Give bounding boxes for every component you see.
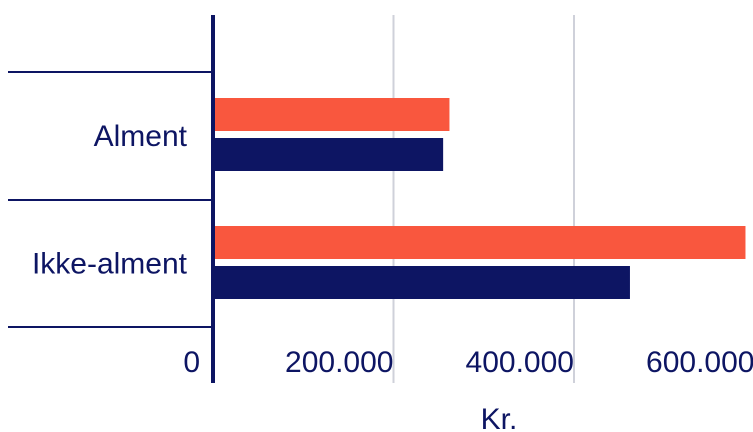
- x-tick-label-1: 200.000: [285, 346, 393, 379]
- bar-ikke-alment-series-1: [213, 226, 746, 259]
- category-label-ikke-alment: Ikke-alment: [32, 248, 188, 281]
- gridlines: [392, 15, 575, 383]
- x-tick-label-3: 600.000: [646, 346, 753, 379]
- x-tick-label-2: 400.000: [466, 346, 574, 379]
- bar-alment-series-1: [213, 98, 450, 131]
- bars: [213, 98, 746, 299]
- x-tick-label-0: 0: [183, 346, 200, 379]
- labels: Alment Ikke-alment 0 200.000 400.000 600.000: [32, 120, 753, 379]
- bar-ikke-alment-series-2: [213, 266, 630, 299]
- x-axis-label: Kr.: [481, 403, 518, 432]
- bar-alment-series-2: [213, 138, 444, 171]
- axes: [8, 15, 215, 383]
- category-label-alment: Alment: [94, 120, 188, 153]
